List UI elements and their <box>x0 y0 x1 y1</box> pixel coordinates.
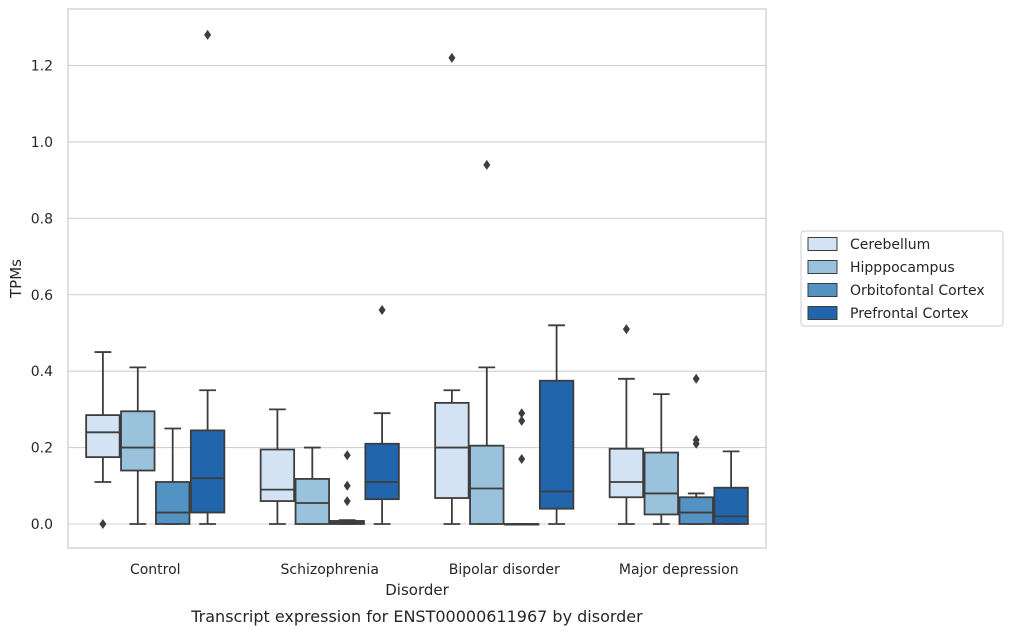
legend-item-cerebellum: Cerebellum <box>807 237 930 253</box>
outlier-point <box>99 519 107 529</box>
y-tick-label: 0.4 <box>31 364 53 380</box>
outlier-point <box>692 373 700 384</box>
outlier-point <box>204 29 212 40</box>
box-prefrontal-cortex-major-depression <box>713 450 749 525</box>
outlier-point <box>483 159 491 170</box>
outlier-point <box>448 52 456 63</box>
legend-swatch <box>807 260 838 274</box>
box-plot-series <box>85 29 749 529</box>
series-prefrontal-cortex <box>189 29 749 525</box>
box-body <box>85 414 121 459</box>
box-body <box>469 444 505 525</box>
box-orbitofontal-cortex-major-depression <box>678 373 714 525</box>
legend-label: Orbitofontal Cortex <box>850 283 985 299</box>
box-body <box>120 410 156 472</box>
outlier-point <box>343 450 351 461</box>
box-prefrontal-cortex-control <box>189 29 226 525</box>
y-axis-title: TPMs <box>7 259 25 299</box>
series-cerebellum <box>85 52 645 529</box>
y-tick-label: 1.2 <box>31 59 53 75</box>
box-prefrontal-cortex-bipolar-disorder <box>538 324 575 525</box>
box-orbitofontal-cortex-control <box>155 427 191 525</box>
legend-items: Cerebellum Hipppocampus Orbitofontal Corte… <box>807 237 985 322</box>
outlier-point <box>343 496 351 507</box>
box-cerebellum-schizophrenia <box>259 408 296 525</box>
legend-label: Hipppocampus <box>850 260 955 276</box>
box-body <box>364 442 400 501</box>
chart-caption: Transcript expression for ENST0000061196… <box>190 607 643 626</box>
box-prefrontal-cortex-schizophrenia <box>364 305 400 525</box>
legend-item-orbitofontal-cortex: Orbitofontal Cortex <box>807 283 985 299</box>
legend-frame <box>800 230 1004 327</box>
y-tick-label: 0.8 <box>31 211 53 227</box>
outlier-point <box>518 454 526 465</box>
legend-swatch <box>807 283 838 297</box>
y-axis-ticks: 0.0 0.2 0.4 0.6 0.8 1.0 1.2 <box>31 59 53 534</box>
legend-label: Prefrontal Cortex <box>850 306 969 322</box>
box-hipppocampus-bipolar-disorder <box>469 159 505 525</box>
box-cerebellum-major-depression <box>608 324 645 525</box>
legend-swatch <box>807 237 838 251</box>
box-hipppocampus-control <box>120 366 156 525</box>
box-orbitofontal-cortex-bipolar-disorder <box>504 408 540 526</box>
box-body <box>678 496 714 525</box>
x-axis-title: Disorder <box>385 581 449 599</box>
x-tick-label-major-depression: Major depression <box>619 562 739 578</box>
box-cerebellum-bipolar-disorder <box>434 52 470 525</box>
y-tick-label: 0.2 <box>31 441 53 457</box>
box-body <box>608 447 645 499</box>
y-tick-label: 0.0 <box>31 517 53 533</box>
plot-area-frame <box>67 8 767 549</box>
box-body <box>294 478 330 525</box>
box-body <box>538 379 575 510</box>
box-cerebellum-control <box>85 351 121 529</box>
series-hipppocampus <box>120 159 679 525</box>
outlier-point <box>518 408 526 419</box>
box-body <box>713 486 749 525</box>
box-hipppocampus-major-depression <box>643 393 679 525</box>
y-tick-label: 0.6 <box>31 288 53 304</box>
outlier-point <box>622 324 630 335</box>
y-tick-label: 1.0 <box>31 135 53 151</box>
x-axis-ticks: Control Schizophrenia Bipolar disorder Majo… <box>130 562 739 578</box>
legend-label: Cerebellum <box>850 237 930 253</box>
legend-item-prefrontal-cortex: Prefrontal Cortex <box>807 306 969 322</box>
box-body <box>155 481 191 525</box>
x-tick-label-control: Control <box>130 562 181 578</box>
x-tick-label-bipolar-disorder: Bipolar disorder <box>449 562 560 578</box>
box-body <box>434 401 470 499</box>
outlier-point <box>518 415 526 426</box>
grid-lines <box>68 64 766 525</box>
legend-swatch <box>807 306 838 320</box>
legend: Cerebellum Hipppocampus Orbitofontal Corte… <box>800 230 1004 327</box>
box-body <box>259 448 296 502</box>
outlier-point <box>343 480 351 491</box>
x-tick-label-schizophrenia: Schizophrenia <box>281 562 379 578</box>
outlier-point <box>692 434 700 445</box>
outlier-point <box>378 305 386 316</box>
box-hipppocampus-schizophrenia <box>294 446 330 525</box>
series-orbitofontal-cortex <box>155 373 714 526</box>
box-body <box>189 429 226 514</box>
legend-item-hipppocampus: Hipppocampus <box>807 260 955 276</box>
box-orbitofontal-cortex-schizophrenia <box>329 450 365 525</box>
box-body <box>643 451 679 516</box>
